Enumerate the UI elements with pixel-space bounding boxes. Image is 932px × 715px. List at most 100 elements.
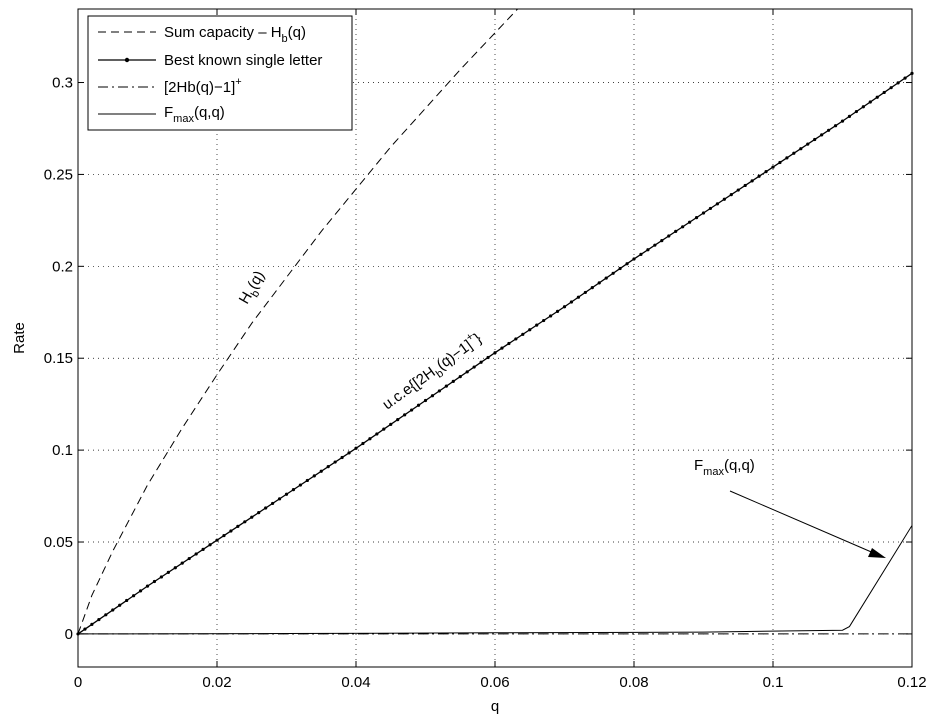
series-marker [465, 370, 469, 374]
series-marker [583, 290, 587, 295]
series-marker [729, 193, 733, 197]
series-marker [549, 314, 553, 318]
y-tick-label: 0.15 [44, 350, 73, 367]
series-marker [257, 511, 261, 515]
series-marker [750, 179, 754, 183]
series-marker [771, 165, 775, 169]
series-marker [361, 441, 365, 446]
series-marker [222, 533, 226, 538]
series-marker [194, 552, 198, 556]
series-marker [736, 188, 740, 192]
annotation-arrow-line [729, 490, 877, 555]
legend-swatch-marker [124, 57, 130, 63]
series-marker [688, 220, 692, 224]
series-marker [90, 622, 94, 626]
series-marker [667, 234, 671, 238]
annotation-hb: Hb(q) [236, 268, 272, 309]
series-marker [451, 379, 455, 383]
series-marker [764, 170, 768, 174]
annotation-arrowhead [868, 548, 886, 558]
series-marker [632, 257, 636, 261]
y-tick-label: 0.25 [44, 166, 73, 183]
series-marker [159, 575, 163, 579]
series-marker [840, 119, 845, 123]
y-tick-label: 0.2 [52, 258, 73, 275]
series-line-dashed [78, 9, 519, 635]
series-marker [264, 506, 268, 510]
x-tick-label: 0.04 [341, 674, 370, 691]
series-marker [743, 183, 747, 188]
series-marker [799, 147, 803, 151]
series-marker [653, 243, 657, 247]
series-marker [576, 295, 581, 299]
series-marker [514, 337, 518, 341]
series-marker [236, 524, 240, 528]
series-marker [104, 613, 108, 617]
ticks: 0 0.02 0.04 0.06 0.08 0.1 0.12 0 0.05 0.1 0.15 0.2 0… [44, 9, 927, 691]
series-marker [298, 483, 302, 487]
series-marker [375, 432, 379, 436]
series-marker [521, 332, 525, 336]
series-marker [813, 137, 817, 142]
series-line-solid [78, 525, 912, 635]
y-tick-label: 0 [65, 626, 73, 643]
series-marker [896, 81, 900, 85]
series-marker [646, 248, 650, 252]
series-marker [111, 608, 115, 612]
series-marker [875, 95, 879, 99]
series-marker [833, 124, 838, 128]
series-marker [625, 262, 629, 266]
series-marker [861, 105, 865, 109]
series-marker [542, 318, 546, 323]
series-marker [305, 478, 309, 483]
series-marker [493, 351, 497, 355]
x-tick-label: 0 [74, 674, 82, 691]
series-marker [827, 128, 831, 132]
series-marker [382, 427, 386, 431]
series-marker [590, 286, 594, 290]
series-marker [500, 346, 504, 350]
series-marker [757, 174, 761, 178]
series-marker [354, 446, 358, 450]
series-marker [312, 474, 316, 478]
series-marker [326, 465, 330, 469]
series-marker [715, 202, 720, 206]
series-marker [701, 211, 706, 215]
series-marker [806, 142, 810, 146]
series-marker [778, 160, 782, 165]
series-marker [437, 389, 441, 393]
series-marker [479, 360, 483, 364]
series-marker [208, 543, 212, 547]
x-axis-label: q [491, 698, 499, 715]
series-marker [215, 538, 219, 542]
series-marker [562, 305, 567, 309]
legend-entry-fmax: Fmax(q,q) [164, 104, 225, 125]
series-marker [368, 437, 372, 441]
series-marker [555, 309, 560, 313]
series-marker [903, 76, 907, 80]
series-marker [180, 561, 184, 565]
series-marker [347, 451, 351, 455]
series-marker [569, 300, 574, 304]
series-marker [132, 594, 136, 598]
series-marker [173, 566, 177, 570]
series-marker [889, 86, 893, 90]
legend-entry-best-known: Best known single letter [164, 52, 322, 69]
series-marker [396, 418, 400, 422]
x-tick-label: 0.12 [897, 674, 926, 691]
series-marker [138, 589, 143, 593]
x-tick-label: 0.06 [480, 674, 509, 691]
series-marker [708, 206, 713, 211]
series-marker [618, 266, 622, 271]
legend-box [87, 15, 353, 131]
series-marker [166, 570, 170, 574]
series-marker [250, 515, 254, 519]
series-marker [118, 603, 122, 607]
series-marker [243, 520, 247, 524]
series-marker [229, 529, 233, 533]
series-marker [423, 398, 428, 403]
series-marker [868, 100, 872, 104]
series-marker [785, 156, 789, 160]
series-marker [882, 90, 886, 95]
